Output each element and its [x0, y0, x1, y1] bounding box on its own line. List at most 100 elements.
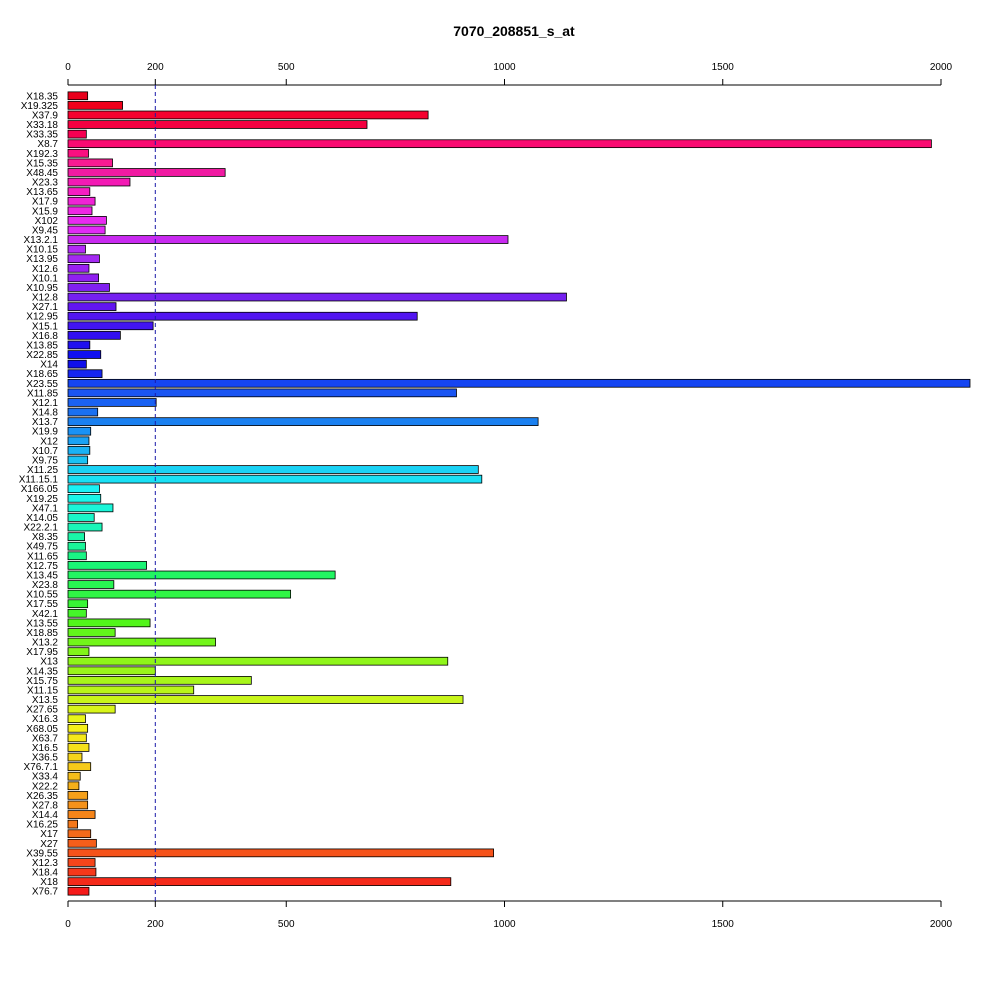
bar: [67, 216, 107, 225]
bar: [67, 695, 464, 704]
category-label: X23.3: [32, 178, 59, 189]
bottom-tick-label: 200: [147, 919, 164, 930]
bar: [67, 254, 100, 264]
category-label: X9.75: [32, 455, 59, 466]
bar: [67, 321, 154, 331]
bar: [67, 570, 336, 580]
bar: [67, 685, 195, 695]
bar: [67, 743, 90, 752]
category-label: X13.45: [26, 570, 58, 581]
bar: [67, 551, 87, 561]
bar: [67, 561, 147, 570]
category-label: X12.75: [26, 561, 58, 572]
category-label: X8.35: [32, 532, 59, 543]
bar: [67, 331, 121, 340]
top-tick-label: 1000: [493, 62, 516, 73]
bar: [67, 493, 102, 503]
category-label: X166.05: [21, 484, 59, 495]
bar: [67, 848, 494, 858]
category-label: X16.25: [26, 820, 58, 831]
category-label: X12.3: [32, 858, 59, 869]
bar: [67, 283, 110, 292]
bar: [67, 388, 457, 398]
category-label: X11.15.1: [19, 475, 59, 486]
bar: [67, 139, 932, 149]
category-label: X13.95: [26, 254, 58, 265]
category-label: X9.45: [32, 225, 59, 236]
bar: [67, 867, 97, 877]
bar: [67, 676, 252, 685]
bar: [67, 541, 86, 551]
bar: [67, 350, 102, 359]
bar: [67, 244, 86, 254]
bottom-tick-label: 2000: [930, 919, 953, 930]
bar: [67, 484, 100, 494]
bar: [67, 877, 452, 886]
bar: [67, 589, 292, 599]
category-label: X17.55: [26, 599, 58, 610]
bar: [67, 302, 117, 311]
category-label: X76.7: [32, 887, 59, 898]
category-label: X13.5: [32, 695, 59, 706]
bar: [67, 791, 89, 800]
bar: [67, 148, 89, 158]
category-label: X10.15: [26, 245, 58, 256]
category-label: X33.18: [26, 120, 58, 131]
bar: [67, 187, 91, 196]
category-label: X15.35: [26, 158, 58, 169]
category-labels-group: X18.35X19.325X37.9X33.18X33.35X8.7X192.3…: [19, 91, 59, 897]
bar: [67, 359, 87, 369]
category-label: X14.35: [26, 666, 58, 677]
category-label: X22.2: [32, 781, 59, 792]
top-tick-label: 2000: [930, 62, 953, 73]
bar: [67, 446, 91, 455]
bar: [67, 580, 115, 589]
category-label: X192.3: [26, 149, 58, 160]
top-tick-label: 1500: [712, 62, 735, 73]
bar: [67, 369, 103, 379]
bar: [67, 723, 89, 733]
category-label: X42.1: [32, 609, 59, 620]
category-label: X12.6: [32, 264, 59, 275]
category-label: X19.325: [21, 101, 59, 112]
bar: [67, 158, 113, 168]
bar: [67, 733, 87, 743]
category-label: X14.4: [32, 810, 59, 821]
bar: [67, 503, 114, 513]
bar: [67, 666, 156, 676]
category-label: X13: [40, 657, 58, 668]
bar: [67, 762, 92, 771]
category-label: X33.4: [32, 772, 59, 783]
bar: [67, 513, 95, 522]
bar: [67, 426, 92, 436]
bar: [67, 647, 90, 656]
category-label: X13.65: [26, 187, 58, 198]
bar: [67, 752, 83, 762]
bar: [67, 522, 103, 532]
bar: [67, 378, 971, 388]
bar: [67, 168, 226, 177]
bar: [67, 714, 86, 724]
bar: [67, 101, 123, 110]
category-label: X13.55: [26, 618, 58, 629]
category-label: X16.3: [32, 714, 59, 725]
category-label: X27.8: [32, 800, 59, 811]
category-label: X102: [35, 216, 59, 227]
category-label: X23.8: [32, 580, 59, 591]
bar: [67, 225, 106, 235]
category-label: X19.9: [32, 427, 59, 438]
bar: [67, 599, 89, 609]
bar: [67, 608, 87, 618]
bar: [67, 465, 479, 474]
category-label: X18.4: [32, 868, 59, 879]
bar: [67, 781, 80, 791]
category-label: X12: [40, 436, 58, 447]
bar: [67, 340, 91, 350]
bar: [67, 532, 85, 541]
top-tick-label: 500: [278, 62, 295, 73]
category-label: X76.7.1: [24, 762, 59, 773]
category-label: X14.05: [26, 513, 58, 524]
bar: [67, 858, 96, 867]
bar: [67, 474, 483, 484]
bottom-tick-label: 1500: [712, 919, 735, 930]
